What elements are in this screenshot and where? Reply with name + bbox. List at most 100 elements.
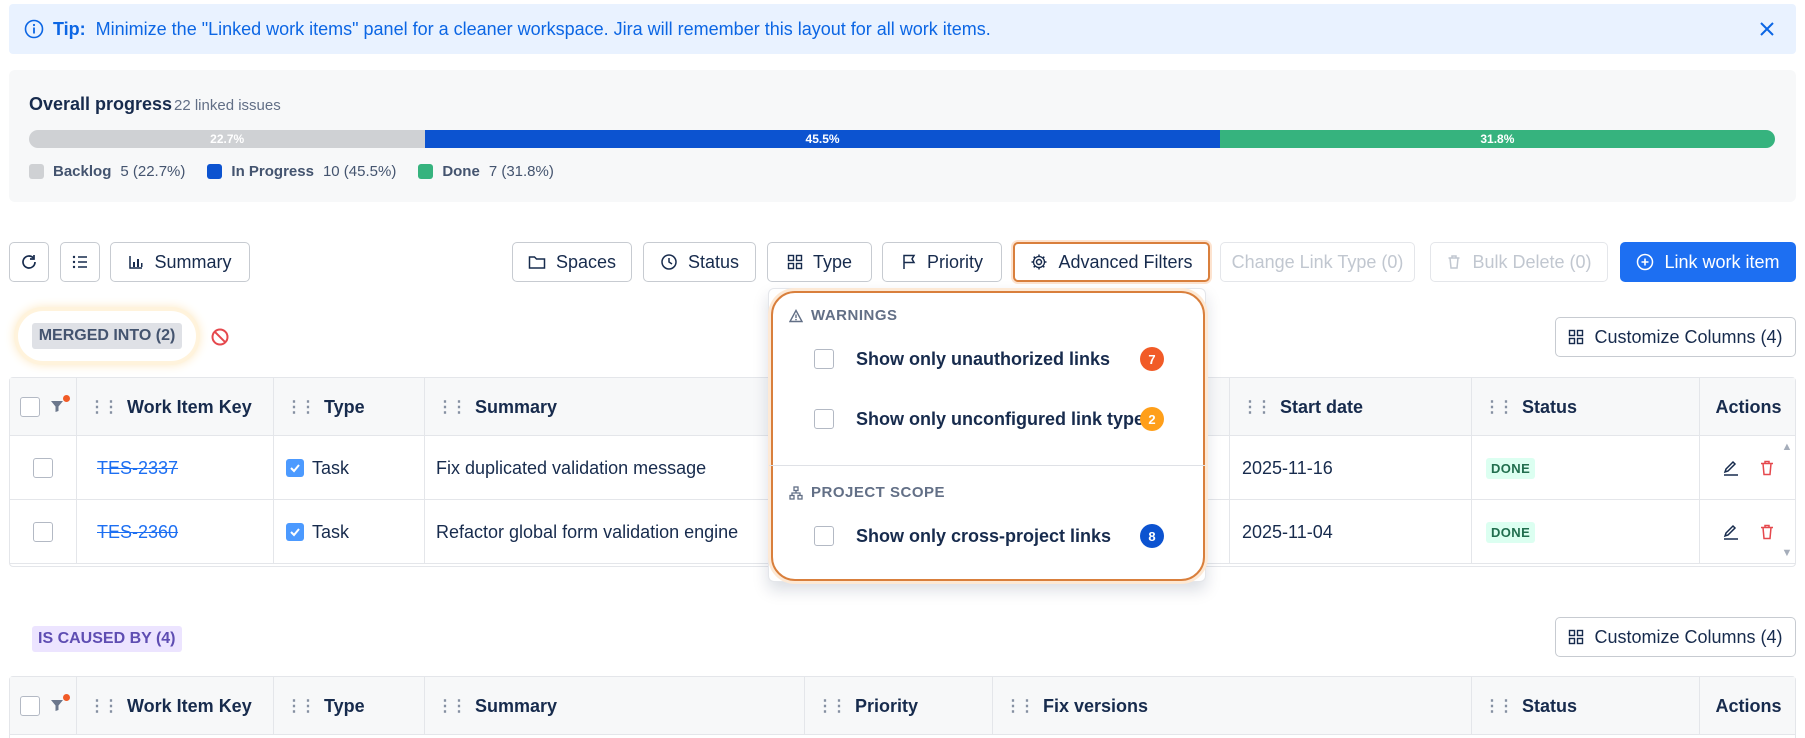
filter-label: Show only cross-project links [856,525,1112,546]
legend-label: Backlog [53,163,112,180]
type-value: Task [312,457,350,478]
folder-icon [528,254,546,270]
col-type[interactable]: ⋮⋮ Type [274,378,425,436]
project-scope-heading: PROJECT SCOPE [789,484,945,501]
type-label: Type [812,251,853,272]
status-label: Status [687,251,740,272]
bar-chart-icon [128,254,144,270]
select-all-header [10,677,77,735]
filter-label: Show only unauthorized links [856,348,1111,369]
refresh-button[interactable] [9,242,49,282]
filter-label: Show only unconfigured link types [856,408,1155,429]
warnings-heading: WARNINGS [789,307,898,324]
legend-value: 5 (22.7%) [120,163,186,180]
warning-icon [789,308,803,323]
col-summary[interactable]: ⋮⋮ Summary [425,677,805,735]
legend-label: In Progress [231,163,314,180]
table-header: ⋮⋮ Work Item Key ⋮⋮ Type ⋮⋮ Summary ⋮⋮ Prior… [10,677,1795,735]
overall-progress-card: Overall progress 22 linked issues 22.7% … [9,70,1796,202]
delete-icon[interactable] [1758,523,1776,541]
tip-label: Tip: [53,18,86,39]
legend-value: 10 (45.5%) [322,163,397,180]
linked-issues-count: 22 linked issues [174,97,281,114]
col-fix-versions[interactable]: ⋮⋮ Fix versions [993,677,1472,735]
summary-label: Summary [154,251,232,272]
row-checkbox[interactable] [33,522,53,542]
work-item-key-link[interactable]: TES-2360 [97,521,179,542]
status-badge: DONE [1486,457,1536,479]
edit-icon[interactable] [1722,523,1740,541]
gear-icon [1030,253,1048,271]
col-work-item-key[interactable]: ⋮⋮ Work Item Key [77,378,274,436]
tip-banner: Tip: Minimize the "Linked work items" pa… [9,4,1796,54]
scroll-up-arrow[interactable]: ▲ [1781,441,1793,453]
customize-columns-button[interactable]: Customize Columns (4) [1555,617,1796,657]
dropdown-divider [769,465,1205,466]
edit-icon[interactable] [1722,459,1740,477]
status-filter-button[interactable]: Status [643,242,756,282]
start-date-value: 2025-11-04 [1242,521,1333,542]
customize-columns-button[interactable]: Customize Columns (4) [1555,317,1796,357]
progress-segment-backlog: 22.7% [29,130,426,148]
row-checkbox[interactable] [33,458,53,478]
merged-into-label: MERGED INTO (2) [31,323,183,349]
start-date-value: 2025-11-16 [1242,457,1333,478]
advanced-filters-button[interactable]: Advanced Filters [1013,242,1210,282]
filter-unauthorized-links[interactable]: Show only unauthorized links 7 [814,345,1164,373]
summary-button[interactable]: Summary [110,242,250,282]
legend-item-backlog: Backlog 5 (22.7%) [29,163,185,180]
plus-circle-icon [1636,253,1654,271]
scroll-down-arrow[interactable]: ▼ [1781,547,1793,559]
col-summary[interactable]: ⋮⋮ Summary [425,378,1230,436]
task-icon [286,523,304,541]
merged-into-header[interactable]: MERGED INTO (2) [18,311,196,361]
col-start-date[interactable]: ⋮⋮ Start date [1230,378,1472,436]
filter-icon[interactable] [50,395,70,415]
spaces-filter-button[interactable]: Spaces [512,242,632,282]
col-actions: Actions [1715,695,1782,716]
change-link-type-label: Change Link Type (0) [1231,251,1404,272]
type-filter-button[interactable]: Type [767,242,872,282]
advanced-filters-dropdown: WARNINGS Show only unauthorized links 7 … [768,288,1206,582]
col-priority[interactable]: ⋮⋮ Priority [805,677,993,735]
col-type[interactable]: ⋮⋮ Type [274,677,425,735]
progress-title: Overall progress [29,94,173,114]
link-work-item-label: Link work item [1664,251,1780,272]
legend-item-in-progress: In Progress 10 (45.5%) [207,163,396,180]
spaces-label: Spaces [555,251,617,272]
work-item-key-link[interactable]: TES-2337 [97,457,179,478]
status-badge: DONE [1486,521,1536,543]
legend-swatch [418,164,434,179]
trash-icon [1446,254,1462,270]
is-caused-by-label[interactable]: IS CAUSED BY (4) [32,626,182,652]
select-all-checkbox[interactable] [20,397,40,417]
change-link-type-button[interactable]: Change Link Type (0) [1220,242,1415,282]
priority-filter-button[interactable]: Priority [882,242,1002,282]
filter-checkbox[interactable] [814,349,834,369]
count-badge: 2 [1140,407,1164,431]
list-icon [71,253,89,271]
legend-item-done: Done 7 (31.8%) [418,163,554,180]
select-all-checkbox[interactable] [20,696,40,716]
delete-icon[interactable] [1758,459,1776,477]
bulk-delete-button[interactable]: Bulk Delete (0) [1430,242,1608,282]
hierarchy-icon [789,485,803,500]
filter-checkbox[interactable] [814,526,834,546]
list-view-button[interactable] [60,242,100,282]
filter-icon[interactable] [50,694,70,714]
block-icon[interactable] [210,327,230,347]
col-actions: Actions [1715,396,1782,417]
col-status[interactable]: ⋮⋮ Status [1472,677,1700,735]
filter-cross-project-links[interactable]: Show only cross-project links 8 [814,522,1164,550]
link-work-item-button[interactable]: Link work item [1620,242,1796,282]
close-icon[interactable] [1756,18,1778,40]
type-grid-icon [787,254,803,270]
filter-checkbox[interactable] [814,409,834,429]
filter-unconfigured-link-types[interactable]: Show only unconfigured link types 2 [814,405,1164,433]
is-caused-by-table: ⋮⋮ Work Item Key ⋮⋮ Type ⋮⋮ Summary ⋮⋮ Prior… [9,676,1796,738]
columns-icon [1568,329,1584,345]
col-work-item-key[interactable]: ⋮⋮ Work Item Key [77,677,274,735]
col-status[interactable]: ⋮⋮ Status [1472,378,1700,436]
task-icon [286,459,304,477]
columns-icon [1568,629,1584,645]
